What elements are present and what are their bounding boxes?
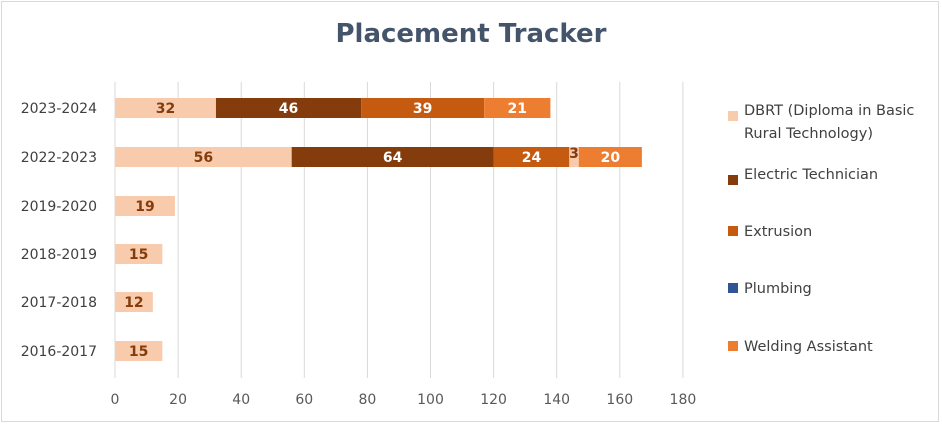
data-label: 21	[508, 101, 527, 117]
data-label: 3	[569, 146, 579, 162]
data-label: 15	[129, 344, 148, 360]
x-tick-label: 60	[295, 392, 313, 408]
y-tick-label: 2022-2023	[21, 150, 97, 166]
x-tick-label: 100	[417, 392, 444, 408]
bar-segment	[361, 98, 485, 118]
legend-label: Welding Assistant	[744, 339, 873, 355]
bar-segment	[115, 341, 163, 361]
legend-swatch	[728, 111, 738, 121]
data-label: 64	[383, 150, 403, 166]
data-label: 39	[413, 101, 432, 117]
data-label: 56	[194, 150, 213, 166]
bar-segment	[115, 147, 292, 167]
legend-label: Electric Technician	[744, 167, 879, 183]
legend-swatch	[728, 175, 738, 185]
data-label: 20	[601, 150, 621, 166]
legend-label: Extrusion	[744, 224, 813, 240]
data-label: 32	[156, 101, 175, 117]
bar-segment	[569, 147, 579, 167]
bar-segment	[493, 147, 570, 167]
bar-segment	[115, 292, 153, 312]
data-label: 15	[129, 247, 148, 263]
bar-segment	[578, 147, 642, 167]
y-tick-label: 2016-2017	[21, 344, 97, 360]
data-label: 12	[124, 295, 143, 311]
bar-segment	[291, 147, 494, 167]
x-tick-label: 160	[606, 392, 633, 408]
x-tick-label: 20	[169, 392, 187, 408]
data-label: 46	[279, 101, 298, 117]
y-tick-label: 2023-2024	[21, 101, 97, 117]
x-tick-label: 40	[232, 392, 250, 408]
bar-segment	[115, 244, 163, 264]
bar-segment	[484, 98, 551, 118]
data-label: 19	[135, 199, 154, 215]
bar-segment	[215, 98, 362, 118]
chart-title: Placement Tracker	[335, 19, 607, 49]
legend-label: DBRT (Diploma in Basic Rural Technology)	[744, 103, 915, 142]
legend-swatch	[728, 283, 738, 293]
legend-swatch	[728, 341, 738, 351]
x-tick-label: 140	[543, 392, 570, 408]
y-tick-label: 2019-2020	[21, 199, 97, 215]
x-tick-label: 180	[670, 392, 697, 408]
legend-label: Plumbing	[744, 281, 812, 297]
x-tick-label: 0	[111, 392, 120, 408]
legend-swatch	[728, 226, 738, 236]
bar-segment	[115, 196, 175, 216]
y-tick-label: 2018-2019	[21, 247, 97, 263]
x-tick-label: 80	[358, 392, 376, 408]
y-tick-label: 2017-2018	[21, 295, 97, 311]
x-tick-label: 120	[480, 392, 507, 408]
bar-segment	[115, 98, 216, 118]
data-label: 24	[522, 150, 542, 166]
